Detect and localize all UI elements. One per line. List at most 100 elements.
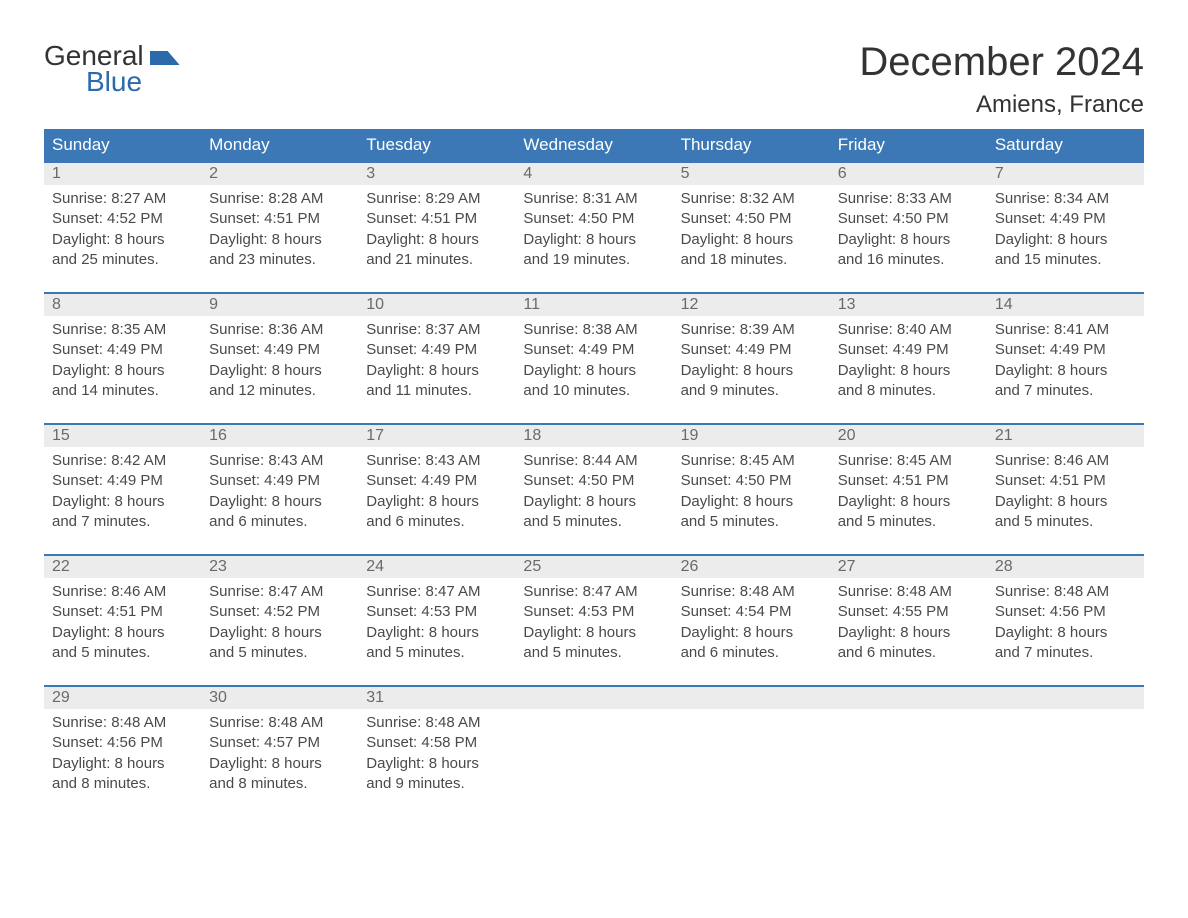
weekday-wednesday: Wednesday (515, 129, 672, 161)
sunset-text: Sunset: 4:51 PM (366, 209, 507, 229)
sunset-text: Sunset: 4:51 PM (838, 471, 979, 491)
day-number: 2 (201, 163, 358, 185)
day-cell: Sunrise: 8:47 AMSunset: 4:53 PMDaylight:… (515, 578, 672, 663)
day-cell: Sunrise: 8:44 AMSunset: 4:50 PMDaylight:… (515, 447, 672, 532)
day-number: 18 (515, 425, 672, 447)
sunrise-text: Sunrise: 8:48 AM (366, 713, 507, 733)
week-3: 15161718192021Sunrise: 8:42 AMSunset: 4:… (44, 423, 1144, 532)
day-cell: Sunrise: 8:48 AMSunset: 4:55 PMDaylight:… (830, 578, 987, 663)
sunrise-text: Sunrise: 8:45 AM (681, 451, 822, 471)
daylight-text: Daylight: 8 hours and 8 minutes. (52, 754, 193, 795)
day-number: 25 (515, 556, 672, 578)
sunrise-text: Sunrise: 8:48 AM (995, 582, 1136, 602)
day-cell: Sunrise: 8:38 AMSunset: 4:49 PMDaylight:… (515, 316, 672, 401)
sunset-text: Sunset: 4:49 PM (52, 471, 193, 491)
day-cell: Sunrise: 8:28 AMSunset: 4:51 PMDaylight:… (201, 185, 358, 270)
daylight-text: Daylight: 8 hours and 14 minutes. (52, 361, 193, 402)
logo-word-blue: Blue (86, 66, 142, 98)
weekday-header-row: SundayMondayTuesdayWednesdayThursdayFrid… (44, 129, 1144, 161)
day-cell: Sunrise: 8:40 AMSunset: 4:49 PMDaylight:… (830, 316, 987, 401)
sunrise-text: Sunrise: 8:47 AM (523, 582, 664, 602)
sunrise-text: Sunrise: 8:27 AM (52, 189, 193, 209)
daylight-text: Daylight: 8 hours and 10 minutes. (523, 361, 664, 402)
day-cell: Sunrise: 8:48 AMSunset: 4:57 PMDaylight:… (201, 709, 358, 794)
day-number: 28 (987, 556, 1144, 578)
day-number-row: 22232425262728 (44, 554, 1144, 578)
empty-day-cell (987, 709, 1144, 794)
day-number: 7 (987, 163, 1144, 185)
sunrise-text: Sunrise: 8:42 AM (52, 451, 193, 471)
day-number: 29 (44, 687, 201, 709)
daylight-text: Daylight: 8 hours and 23 minutes. (209, 230, 350, 271)
sunrise-text: Sunrise: 8:32 AM (681, 189, 822, 209)
daylight-text: Daylight: 8 hours and 5 minutes. (209, 623, 350, 664)
daylight-text: Daylight: 8 hours and 5 minutes. (366, 623, 507, 664)
sunrise-text: Sunrise: 8:48 AM (838, 582, 979, 602)
week-2: 891011121314Sunrise: 8:35 AMSunset: 4:49… (44, 292, 1144, 401)
day-number: 26 (673, 556, 830, 578)
calendar: SundayMondayTuesdayWednesdayThursdayFrid… (44, 129, 1144, 794)
sunrise-text: Sunrise: 8:46 AM (995, 451, 1136, 471)
sunset-text: Sunset: 4:50 PM (523, 209, 664, 229)
day-number: 4 (515, 163, 672, 185)
day-cell: Sunrise: 8:42 AMSunset: 4:49 PMDaylight:… (44, 447, 201, 532)
daylight-text: Daylight: 8 hours and 6 minutes. (366, 492, 507, 533)
daylight-text: Daylight: 8 hours and 15 minutes. (995, 230, 1136, 271)
sunrise-text: Sunrise: 8:43 AM (209, 451, 350, 471)
daylight-text: Daylight: 8 hours and 12 minutes. (209, 361, 350, 402)
empty-day-number (987, 687, 1144, 709)
sunrise-text: Sunrise: 8:47 AM (209, 582, 350, 602)
day-number: 1 (44, 163, 201, 185)
daylight-text: Daylight: 8 hours and 11 minutes. (366, 361, 507, 402)
day-number: 9 (201, 294, 358, 316)
daylight-text: Daylight: 8 hours and 6 minutes. (681, 623, 822, 664)
sunset-text: Sunset: 4:54 PM (681, 602, 822, 622)
sunset-text: Sunset: 4:51 PM (52, 602, 193, 622)
sunrise-text: Sunrise: 8:44 AM (523, 451, 664, 471)
day-number: 19 (673, 425, 830, 447)
empty-day-cell (673, 709, 830, 794)
day-number: 20 (830, 425, 987, 447)
daylight-text: Daylight: 8 hours and 5 minutes. (995, 492, 1136, 533)
day-number: 30 (201, 687, 358, 709)
day-cell: Sunrise: 8:48 AMSunset: 4:58 PMDaylight:… (358, 709, 515, 794)
sunrise-text: Sunrise: 8:38 AM (523, 320, 664, 340)
sunset-text: Sunset: 4:51 PM (995, 471, 1136, 491)
day-cell: Sunrise: 8:29 AMSunset: 4:51 PMDaylight:… (358, 185, 515, 270)
daylight-text: Daylight: 8 hours and 7 minutes. (995, 361, 1136, 402)
day-cell: Sunrise: 8:32 AMSunset: 4:50 PMDaylight:… (673, 185, 830, 270)
sunrise-text: Sunrise: 8:48 AM (52, 713, 193, 733)
day-number: 22 (44, 556, 201, 578)
location-text: Amiens, France (859, 91, 1144, 119)
empty-day-number (515, 687, 672, 709)
daylight-text: Daylight: 8 hours and 5 minutes. (838, 492, 979, 533)
day-number-row: 1234567 (44, 161, 1144, 185)
empty-day-number (673, 687, 830, 709)
sunset-text: Sunset: 4:49 PM (995, 209, 1136, 229)
day-number-row: 891011121314 (44, 292, 1144, 316)
weekday-tuesday: Tuesday (358, 129, 515, 161)
sunrise-text: Sunrise: 8:45 AM (838, 451, 979, 471)
sunset-text: Sunset: 4:53 PM (523, 602, 664, 622)
day-cell: Sunrise: 8:48 AMSunset: 4:56 PMDaylight:… (987, 578, 1144, 663)
sunset-text: Sunset: 4:49 PM (838, 340, 979, 360)
day-cell: Sunrise: 8:36 AMSunset: 4:49 PMDaylight:… (201, 316, 358, 401)
sunset-text: Sunset: 4:49 PM (523, 340, 664, 360)
day-cell: Sunrise: 8:43 AMSunset: 4:49 PMDaylight:… (201, 447, 358, 532)
day-cell: Sunrise: 8:34 AMSunset: 4:49 PMDaylight:… (987, 185, 1144, 270)
daylight-text: Daylight: 8 hours and 9 minutes. (681, 361, 822, 402)
day-number: 3 (358, 163, 515, 185)
sunset-text: Sunset: 4:52 PM (52, 209, 193, 229)
day-cell: Sunrise: 8:47 AMSunset: 4:53 PMDaylight:… (358, 578, 515, 663)
sunrise-text: Sunrise: 8:43 AM (366, 451, 507, 471)
day-details-row: Sunrise: 8:42 AMSunset: 4:49 PM Daylight:… (44, 447, 1144, 532)
day-number: 16 (201, 425, 358, 447)
daylight-text: Daylight: 8 hours and 5 minutes. (523, 492, 664, 533)
weekday-sunday: Sunday (44, 129, 201, 161)
sunset-text: Sunset: 4:53 PM (366, 602, 507, 622)
day-cell: Sunrise: 8:46 AMSunset: 4:51 PMDaylight:… (987, 447, 1144, 532)
day-number-row: 293031 (44, 685, 1144, 709)
sunset-text: Sunset: 4:50 PM (523, 471, 664, 491)
day-number: 14 (987, 294, 1144, 316)
daylight-text: Daylight: 8 hours and 6 minutes. (838, 623, 979, 664)
